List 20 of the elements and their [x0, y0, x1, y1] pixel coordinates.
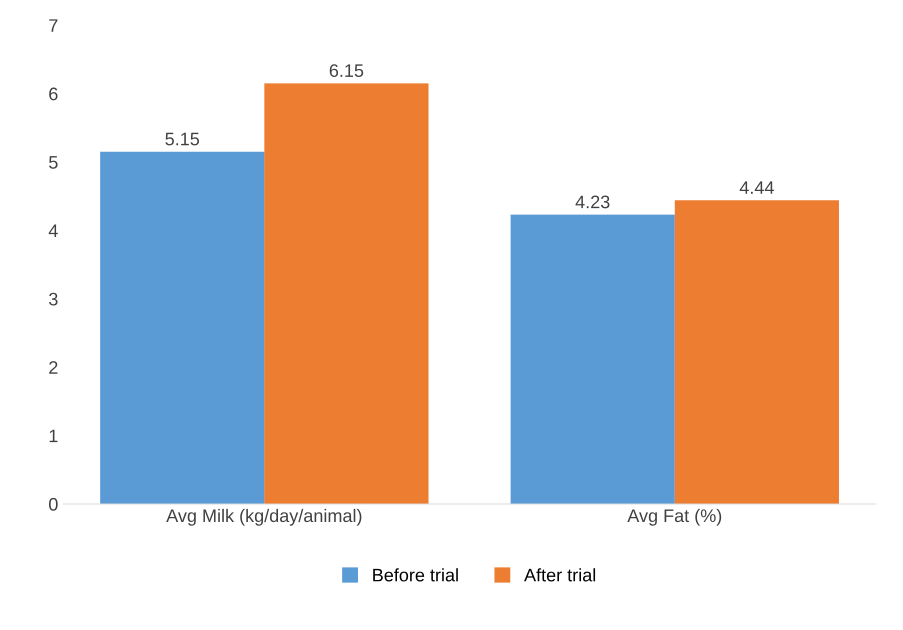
data-label: 5.15 — [165, 132, 200, 146]
y-tick-label: 4 — [48, 224, 58, 237]
bar — [264, 83, 429, 504]
bar — [674, 200, 839, 504]
data-label: 4.23 — [576, 196, 610, 208]
x-tick-label: Avg Fat (%) — [627, 508, 722, 526]
y-tick-label: 1 — [50, 430, 58, 442]
y-tick-label: 0 — [49, 498, 58, 511]
legend-label: Before trial — [373, 568, 458, 582]
y-tick-label: 2 — [49, 361, 58, 374]
x-tick-label: Avg Milk (kg/day/animal) — [166, 508, 362, 526]
data-label: 4.44 — [740, 181, 774, 194]
data-label: 6.15 — [330, 64, 364, 77]
y-tick-label: 3 — [48, 292, 58, 306]
bar — [510, 214, 675, 504]
y-tick-label: 7 — [49, 19, 58, 32]
legend-label: After trial — [524, 568, 596, 582]
y-tick-label: 5 — [49, 156, 58, 169]
y-tick-label: 6 — [49, 88, 58, 100]
bar — [100, 152, 264, 504]
